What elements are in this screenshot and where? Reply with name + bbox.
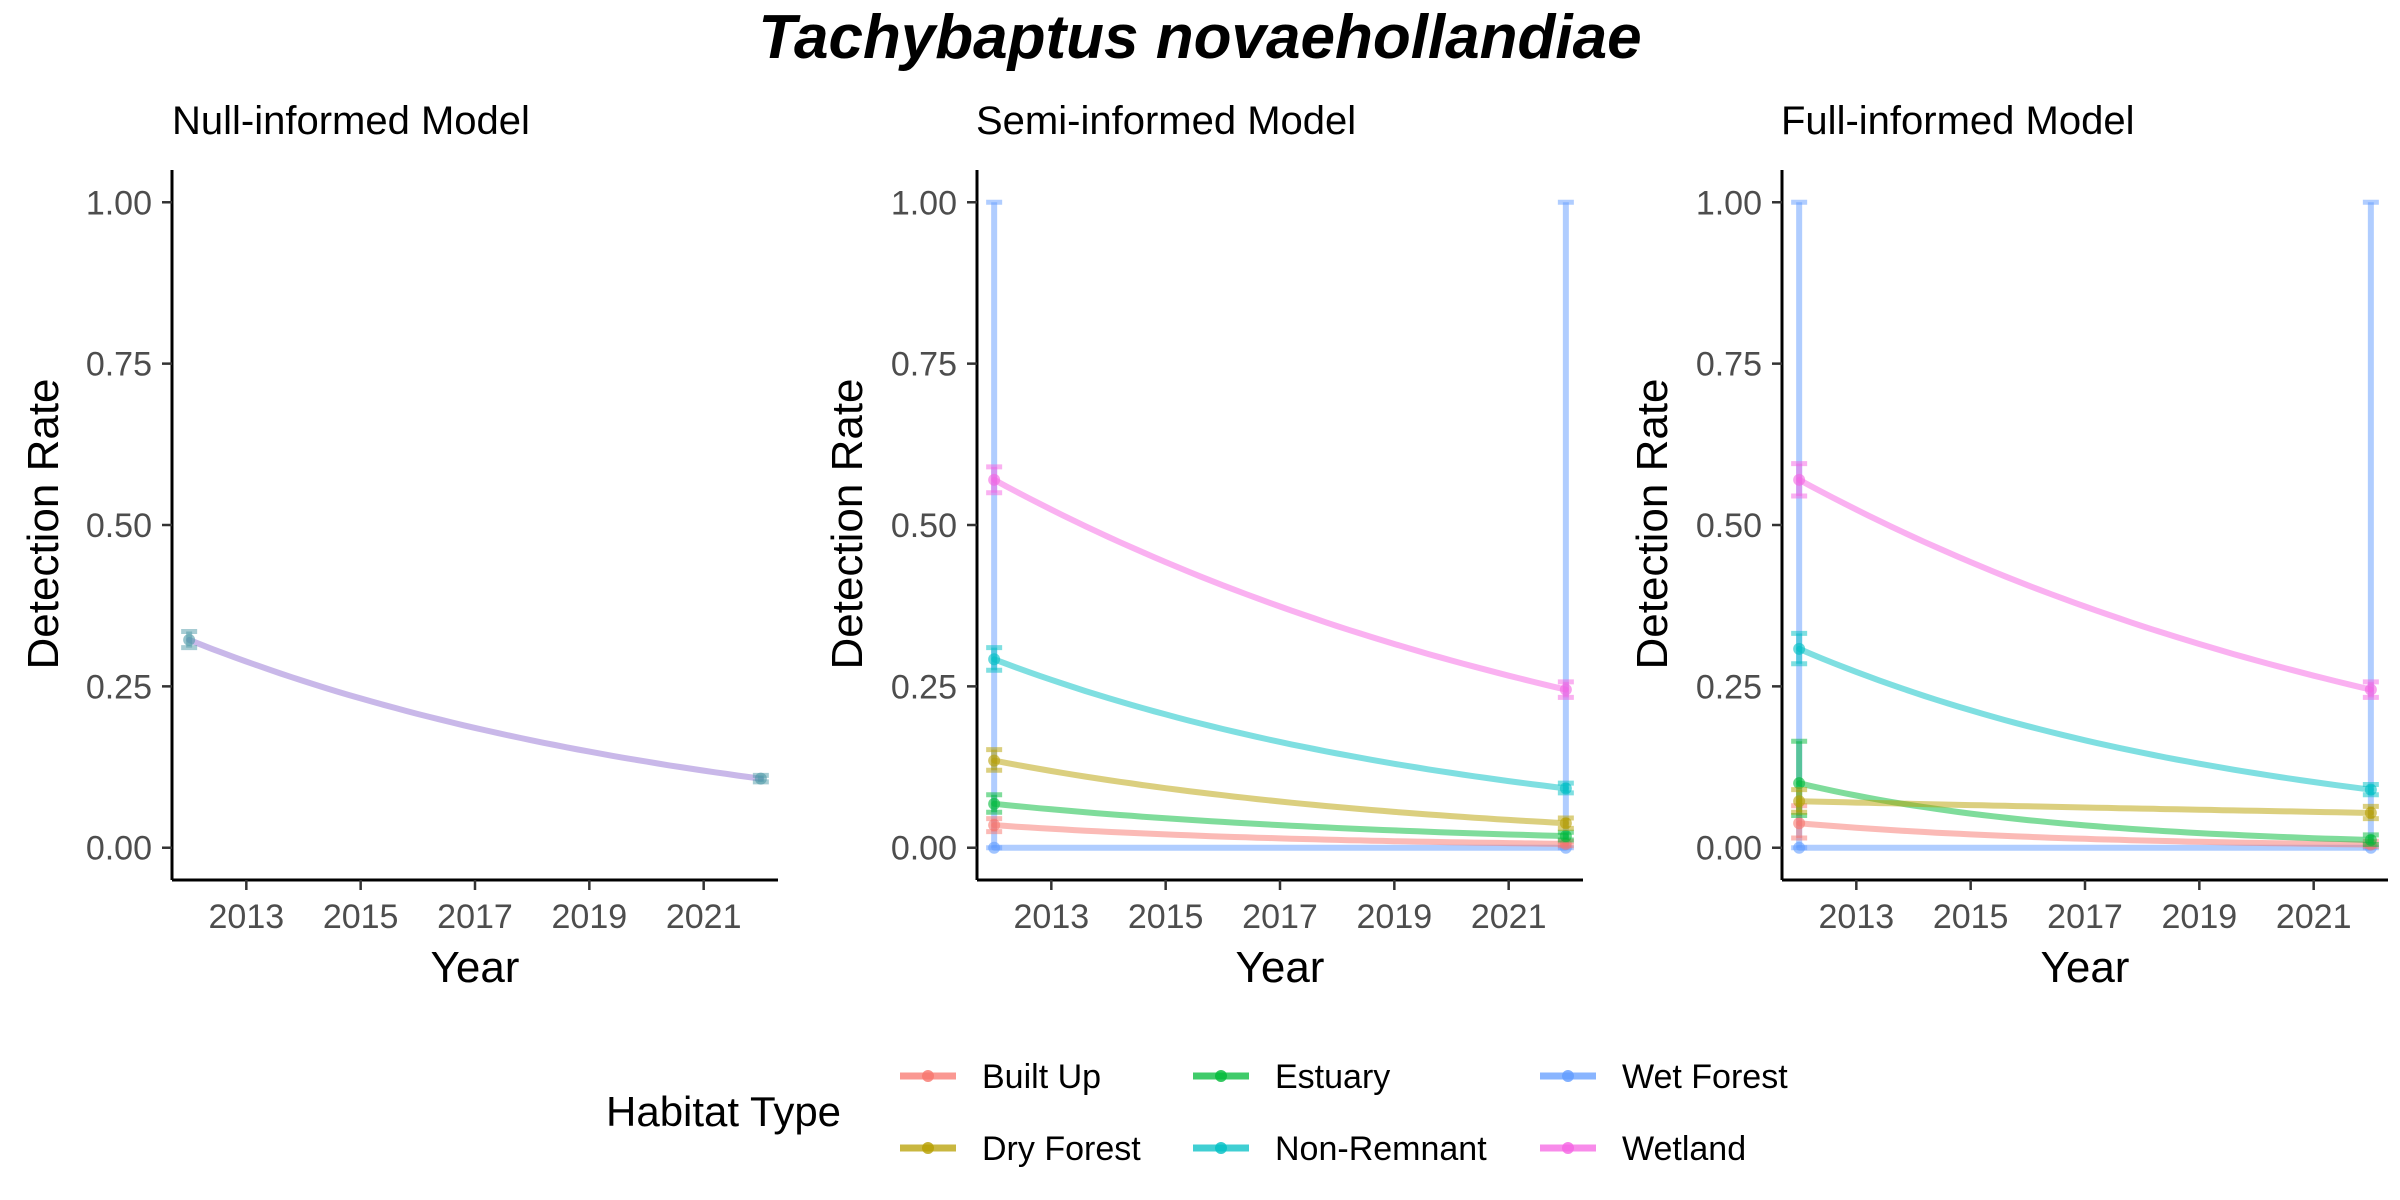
x-tick-label-null: 2019 <box>552 898 628 936</box>
x-tick-label-full: 2013 <box>1819 898 1895 936</box>
legend-item-wet-forest: Wet Forest <box>1540 1058 1788 1096</box>
point-dry-forest-full <box>1793 795 1806 808</box>
y-tick-label-full: 0.00 <box>1696 830 1762 868</box>
x-axis-label-semi: Year <box>1236 943 1325 992</box>
point-built-up-full <box>1793 817 1806 830</box>
errorbar-wet-forest-semi <box>1557 199 1574 851</box>
legend-label-wetland: Wetland <box>1622 1130 1746 1168</box>
y-tick-label-full: 0.25 <box>1696 668 1762 706</box>
y-tick-label-null: 0.00 <box>86 830 152 868</box>
point-wetland-semi <box>1559 683 1572 696</box>
point-estuary-full <box>2364 833 2377 846</box>
line-dry-forest-semi <box>991 757 1569 827</box>
point-built-up-semi <box>988 819 1001 832</box>
legend-label-built-up: Built Up <box>982 1058 1101 1096</box>
legend: Habitat Type Built Up Dry Forest Estuary No… <box>606 1058 1788 1168</box>
x-tick-label-null: 2013 <box>209 898 285 936</box>
panel-title-null: Null-informed Model <box>172 99 530 143</box>
y-tick-label-null: 0.50 <box>86 507 152 545</box>
point-dry-forest-full <box>2364 806 2377 819</box>
point-wet-forest-semi <box>988 841 1001 854</box>
legend-title: Habitat Type <box>606 1088 841 1135</box>
plot-area-null: 0.00 0.25 0.50 0.75 1.00 2013 2015 2017 2019 2021 <box>86 170 778 936</box>
panel-title-full: Full-informed Model <box>1781 99 2134 143</box>
legend-item-non-remnant: Non-Remnant <box>1193 1130 1487 1168</box>
legend-item-built-up: Built Up <box>900 1058 1101 1096</box>
legend-label-dry-forest: Dry Forest <box>982 1130 1141 1168</box>
y-tick-label-full: 0.75 <box>1696 346 1762 384</box>
point-wet-forest-full <box>1793 841 1806 854</box>
point-non-remnant-semi <box>988 653 1001 666</box>
line-non-remnant-semi <box>991 656 1569 792</box>
y-axis-label-null: Detection Rate <box>19 378 68 669</box>
point-wetland-full <box>2364 683 2377 696</box>
x-tick-label-semi: 2019 <box>1357 898 1433 936</box>
point-non-remnant-full <box>2364 783 2377 796</box>
x-tick-label-semi: 2017 <box>1242 898 1318 936</box>
point-wetland-semi <box>988 473 1001 486</box>
point-dry-forest-semi <box>1559 817 1572 830</box>
x-tick-label-full: 2019 <box>2162 898 2238 936</box>
y-tick-label-semi: 0.25 <box>891 668 957 706</box>
y-tick-label-full: 0.50 <box>1696 507 1762 545</box>
legend-item-wetland: Wetland <box>1540 1130 1746 1168</box>
y-tick-label-semi: 1.00 <box>891 184 957 222</box>
point-estuary-semi <box>1559 830 1572 843</box>
y-axis-label-semi: Detection Rate <box>823 378 872 669</box>
line-built-up-semi <box>991 822 1569 847</box>
legend-label-non-remnant: Non-Remnant <box>1275 1130 1487 1168</box>
y-tick-label-semi: 0.50 <box>891 507 957 545</box>
point-series-null <box>183 633 196 646</box>
figure-title: Tachybaptus novaehollandiae <box>758 3 1641 72</box>
legend-item-dry-forest: Dry Forest <box>900 1130 1141 1168</box>
point-non-remnant-semi <box>1559 782 1572 795</box>
x-axis-label-full: Year <box>2041 943 2130 992</box>
x-axis-label-null: Year <box>431 943 520 992</box>
plot-area-full: 0.00 0.25 0.50 0.75 1.00 2013 2015 2017 2019 2021 <box>1696 170 2388 936</box>
panel-semi: Semi-informed Model 0.00 0.25 0.50 0.75 1.00… <box>823 99 1583 992</box>
y-tick-label-null: 1.00 <box>86 184 152 222</box>
line-wetland-semi <box>991 476 1569 693</box>
y-tick-label-semi: 0.75 <box>891 346 957 384</box>
legend-items: Built Up Dry Forest Estuary Non-Remnant Wet … <box>900 1058 1788 1168</box>
x-tick-label-semi: 2013 <box>1014 898 1090 936</box>
y-tick-label-semi: 0.00 <box>891 830 957 868</box>
x-tick-label-null: 2021 <box>666 898 742 936</box>
y-tick-label-null: 0.25 <box>86 668 152 706</box>
x-tick-label-full: 2015 <box>1933 898 2009 936</box>
x-tick-label-semi: 2021 <box>1471 898 1547 936</box>
line-series-null <box>186 636 764 782</box>
panel-title-semi: Semi-informed Model <box>976 99 1356 143</box>
plot-area-semi: 0.00 0.25 0.50 0.75 1.00 2013 2015 2017 2019 2021 <box>891 170 1583 936</box>
legend-label-wet-forest: Wet Forest <box>1622 1058 1788 1096</box>
legend-item-estuary: Estuary <box>1193 1058 1390 1096</box>
x-tick-label-full: 2017 <box>2047 898 2123 936</box>
x-tick-label-null: 2017 <box>437 898 513 936</box>
x-tick-label-full: 2021 <box>2276 898 2352 936</box>
point-dry-forest-semi <box>988 754 1001 767</box>
line-dry-forest-full <box>1796 798 2374 816</box>
line-non-remnant-full <box>1796 645 2374 793</box>
line-estuary-semi <box>991 800 1569 840</box>
point-wetland-full <box>1793 473 1806 486</box>
y-tick-label-null: 0.75 <box>86 346 152 384</box>
y-axis-label-full: Detection Rate <box>1628 378 1677 669</box>
point-estuary-semi <box>988 797 1001 810</box>
x-tick-label-semi: 2015 <box>1128 898 1204 936</box>
panel-null: Null-informed Model 0.00 0.25 0.50 0.75 1.00… <box>19 99 778 992</box>
panel-full: Full-informed Model 0.00 0.25 0.50 0.75 1.00… <box>1628 99 2388 992</box>
point-series-null <box>754 772 767 785</box>
point-estuary-full <box>1793 777 1806 790</box>
legend-label-estuary: Estuary <box>1275 1058 1390 1096</box>
point-non-remnant-full <box>1793 642 1806 655</box>
x-tick-label-null: 2015 <box>323 898 399 936</box>
errorbar-wet-forest-full <box>2362 199 2379 851</box>
line-wetland-full <box>1796 476 2374 693</box>
y-tick-label-full: 1.00 <box>1696 184 1762 222</box>
line-built-up-full <box>1796 820 2374 848</box>
